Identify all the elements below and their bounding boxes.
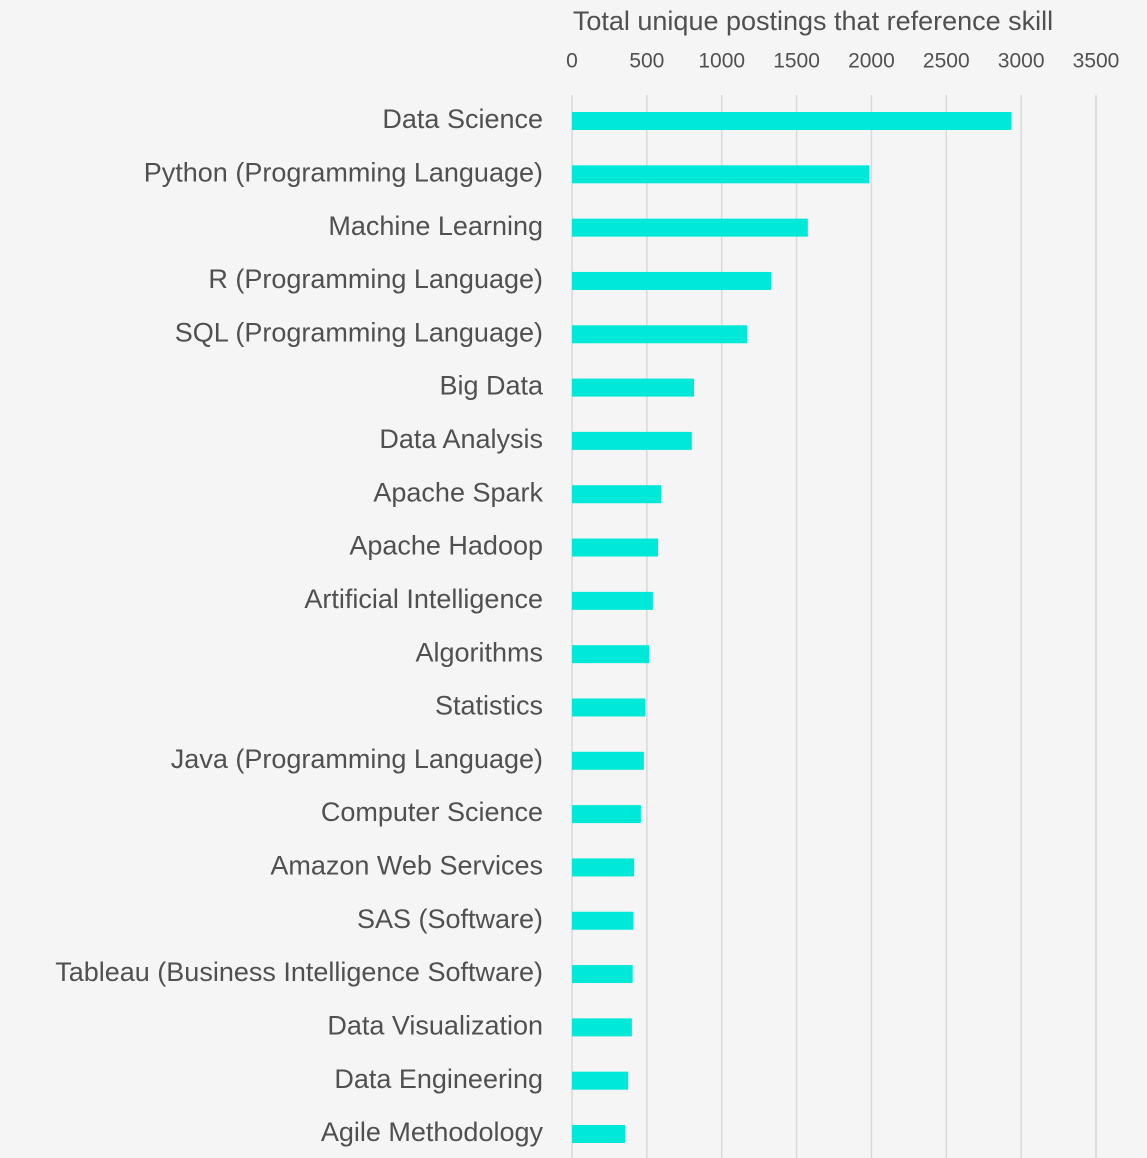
bar	[572, 698, 646, 717]
y-tick-label: Agile Methodology	[321, 1117, 544, 1147]
y-tick-label: Computer Science	[321, 797, 543, 827]
x-tick-label: 3000	[998, 50, 1045, 73]
x-tick-label: 0	[566, 50, 578, 73]
bar	[572, 431, 692, 450]
y-tick-label: R (Programming Language)	[208, 264, 543, 294]
y-tick-label: Java (Programming Language)	[171, 744, 543, 774]
y-tick-label: SAS (Software)	[357, 904, 543, 934]
y-tick-label: Machine Learning	[328, 211, 543, 241]
y-tick-label: Artificial Intelligence	[304, 584, 543, 614]
x-tick-label: 1500	[773, 50, 820, 73]
y-tick-label: Apache Spark	[373, 477, 543, 507]
bar	[572, 378, 695, 397]
y-tick-label: Amazon Web Services	[270, 851, 543, 881]
bar	[572, 325, 748, 344]
bar	[572, 218, 808, 237]
chart-title: Total unique postings that reference ski…	[573, 6, 1053, 36]
y-tick-label: Python (Programming Language)	[144, 157, 543, 187]
x-tick-label: 1000	[698, 50, 745, 73]
y-tick-label: Apache Hadoop	[349, 531, 543, 561]
x-tick-label: 500	[629, 50, 664, 73]
bar	[572, 271, 772, 290]
bar	[572, 1018, 632, 1037]
y-tick-label: Data Engineering	[334, 1064, 543, 1094]
bar	[572, 751, 644, 770]
x-tick-label: 2000	[848, 50, 895, 73]
bar	[572, 1071, 629, 1090]
bar	[572, 805, 641, 824]
bar	[572, 112, 1012, 130]
bar	[572, 965, 633, 984]
bar	[572, 591, 653, 610]
x-tick-label: 3500	[1073, 50, 1120, 73]
y-tick-label: Tableau (Business Intelligence Software)	[55, 957, 543, 987]
y-tick-label: Algorithms	[415, 637, 543, 667]
y-tick-label: Statistics	[435, 691, 543, 721]
bar	[572, 911, 634, 930]
bar	[572, 645, 650, 664]
y-tick-label: SQL (Programming Language)	[175, 317, 543, 347]
y-tick-label: Big Data	[439, 371, 544, 401]
bar	[572, 858, 635, 877]
bar	[572, 538, 659, 557]
bar	[572, 1125, 626, 1143]
y-tick-label: Data Science	[382, 104, 543, 134]
x-tick-label: 2500	[923, 50, 970, 73]
y-tick-label: Data Analysis	[379, 424, 543, 454]
y-tick-label: Data Visualization	[327, 1010, 543, 1040]
bar	[572, 165, 870, 184]
bar	[572, 485, 662, 504]
